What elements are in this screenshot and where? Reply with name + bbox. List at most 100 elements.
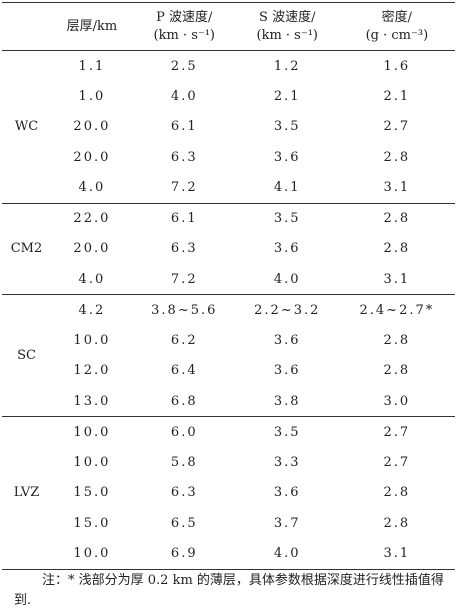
table-cell: 3.6 — [273, 241, 301, 257]
table-cell: 22.0 — [51, 202, 133, 234]
table-cell: 2.8 — [383, 241, 411, 257]
table-row: 4.0 7.2 4.1 3.1 — [2, 173, 455, 204]
group-label: CM2 — [2, 202, 52, 295]
table-row: 15.0 6.3 3.6 2.8 — [2, 478, 455, 509]
table-cell: 2.5 — [132, 50, 236, 81]
table-cell: 6.4 — [170, 363, 198, 379]
table-cell: 4.0 — [78, 180, 106, 195]
table-cell: 2.7 — [338, 416, 455, 447]
header-text: 层厚/km — [66, 18, 118, 34]
table-cell: 2.8 — [383, 485, 411, 501]
table-cell: 15.0 — [73, 515, 111, 531]
table-cell: 2.7 — [383, 119, 411, 135]
table-cell: 6.3 — [170, 485, 198, 501]
table-cell: 15.0 — [73, 485, 111, 501]
table-header: 层厚/km P 波速度/ (km · s⁻¹) S 波速度/ (km · s⁻¹) 密度/… — [2, 2, 455, 51]
table-cell: 4.2 — [51, 294, 133, 325]
table-row: 10.0 6.2 3.6 2.8 — [2, 325, 455, 356]
table-row: 20.0 6.3 3.6 2.8 — [2, 142, 455, 173]
table-cell: 6.3 — [170, 241, 198, 257]
table-cell: 2.8 — [383, 363, 411, 379]
table-cell: 6.5 — [170, 515, 198, 531]
table-cell: 3.8 — [273, 393, 301, 409]
header-line: P 波速度/ — [156, 9, 213, 25]
header-line: (g · cm⁻³) — [365, 27, 429, 43]
table-cell: 3.1 — [338, 538, 455, 570]
table-cell: 3.5 — [235, 416, 339, 447]
table-cell: 3.6 — [273, 149, 301, 165]
table-cell: 6.2 — [170, 332, 198, 348]
table-row: 20.0 6.1 3.5 2.7 — [2, 112, 455, 143]
table-cell: 2.8 — [383, 515, 411, 531]
header-line: 密度/ — [381, 9, 413, 25]
group-label: LVZ — [2, 416, 52, 570]
header-line: (km · s⁻¹) — [256, 27, 319, 43]
table-cell: 3.6 — [273, 332, 301, 348]
table-cell: 6.8 — [170, 393, 198, 409]
header-cell: 密度/ (g · cm⁻³) — [338, 2, 455, 51]
table-cell: 13.0 — [73, 393, 111, 409]
table-cell: 10.0 — [51, 416, 133, 447]
table-cell: 1.2 — [235, 50, 339, 81]
table-cell: 2.1 — [273, 88, 301, 104]
table-cell: 2.1 — [383, 88, 411, 104]
data-table: 层厚/km P 波速度/ (km · s⁻¹) S 波速度/ (km · s⁻¹) 密度/… — [2, 2, 455, 570]
table-row: WC 1.1 2.5 1.2 1.6 — [2, 50, 455, 203]
header-cell: P 波速度/ (km · s⁻¹) — [132, 2, 236, 51]
table-cell: 5.8 — [170, 454, 198, 470]
table-cell: 4.0 — [273, 271, 301, 287]
header-line: S 波速度/ — [259, 9, 316, 25]
table-cell: 3.5 — [273, 119, 301, 135]
table-row: 20.0 6.3 3.6 2.8 — [2, 234, 455, 265]
table-cell: 2.8 — [383, 332, 411, 348]
table-cell: 2.8 — [383, 149, 411, 165]
table-cell: 6.3 — [170, 149, 198, 165]
table-row: 1.0 4.0 2.1 2.1 — [2, 81, 455, 112]
table-cell: 3.3 — [273, 454, 301, 470]
table-cell: 3.8~5.6 — [132, 294, 236, 325]
table-cell: 3.1 — [383, 271, 411, 287]
group-label: SC — [2, 294, 52, 417]
table-cell: 4.1 — [273, 180, 301, 195]
table-cell: 7.2 — [170, 271, 198, 287]
header-cell: 层厚/km — [51, 2, 133, 51]
table-cell: 3.1 — [383, 180, 411, 195]
table-cell: 2.2~3.2 — [235, 294, 339, 325]
table-cell: 10.0 — [73, 454, 111, 470]
table-cell: 6.0 — [132, 416, 236, 447]
table-cell: 3.6 — [273, 363, 301, 379]
table-cell: 4.0 — [170, 88, 198, 104]
table-note: 注：* 浅部分为厚 0.2 km 的薄层，具体参数根据深度进行线性插值得到. — [14, 573, 444, 608]
table-row: 12.0 6.4 3.6 2.8 — [2, 356, 455, 387]
group-label: WC — [2, 50, 52, 203]
table-cell: 7.2 — [170, 180, 198, 195]
table-cell: 1.6 — [338, 50, 455, 81]
header-cell — [2, 2, 52, 51]
table-row: CM2 22.0 6.1 3.5 2.8 — [2, 202, 455, 295]
table-cell: 3.0 — [383, 393, 411, 409]
table-row: 15.0 6.5 3.7 2.8 — [2, 508, 455, 539]
table-row: 10.0 5.8 3.3 2.7 — [2, 447, 455, 478]
table-cell: 3.7 — [273, 515, 301, 531]
table-cell: 6.1 — [170, 119, 198, 135]
header-row: 层厚/km P 波速度/ (km · s⁻¹) S 波速度/ (km · s⁻¹) 密度/… — [2, 2, 455, 51]
table-cell: 4.0 — [78, 271, 106, 287]
table-row: 10.0 6.9 4.0 3.1 — [2, 538, 455, 570]
table-cell: 3.5 — [235, 202, 339, 234]
table-cell: 2.8 — [338, 202, 455, 234]
table-cell: 4.0 — [235, 538, 339, 570]
table-cell: 1.1 — [51, 50, 133, 81]
table-cell: 10.0 — [51, 538, 133, 570]
table-row: 13.0 6.8 3.8 3.0 — [2, 386, 455, 417]
table-cell: 2.7 — [383, 454, 411, 470]
table-row: LVZ 10.0 6.0 3.5 2.7 — [2, 416, 455, 570]
header-cell: S 波速度/ (km · s⁻¹) — [235, 2, 339, 51]
table-cell: 1.0 — [78, 88, 106, 104]
header-line: (km · s⁻¹) — [153, 27, 216, 43]
table-cell: 3.6 — [273, 485, 301, 501]
table-row: SC 4.2 3.8~5.6 2.2~3.2 2.4~2.7* — [2, 294, 455, 417]
table-cell: 6.9 — [132, 538, 236, 570]
table-body: WC 1.1 2.5 1.2 1.6 1.0 4.0 2.1 2.1 20.0 6.1 3.5 2.7 2… — [2, 50, 455, 570]
table-cell: 10.0 — [73, 332, 111, 348]
